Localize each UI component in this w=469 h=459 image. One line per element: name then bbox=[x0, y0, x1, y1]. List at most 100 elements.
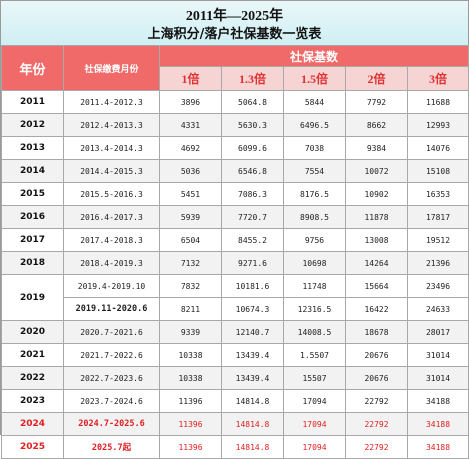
cell-base-value: 24633 bbox=[406, 297, 469, 321]
cell-base-value: 14076 bbox=[406, 136, 469, 160]
cell-base-value: 22792 bbox=[345, 389, 408, 413]
cell-base-value: 10338 bbox=[159, 366, 222, 390]
cell-year: 2024 bbox=[1, 412, 64, 436]
cell-base-value: 5939 bbox=[159, 205, 222, 229]
cell-base-value: 6504 bbox=[159, 228, 222, 252]
cell-base-value: 14814.8 bbox=[221, 435, 284, 459]
cell-base-value: 28017 bbox=[406, 320, 469, 344]
cell-year: 2011 bbox=[1, 90, 64, 114]
cell-base-value: 7038 bbox=[283, 136, 346, 160]
cell-base-value: 17094 bbox=[283, 389, 346, 413]
cell-base-value: 7132 bbox=[159, 251, 222, 275]
social-security-base-table: 年份 社保缴费月份 社保基数 1倍 1.3倍 1.5倍 2倍 3倍 2011 20… bbox=[1, 45, 469, 459]
cell-year: 2022 bbox=[1, 366, 64, 390]
cell-base-value: 18678 bbox=[345, 320, 408, 344]
cell-base-value: 13008 bbox=[345, 228, 408, 252]
table-row: 2019 2019.4-2019.10 7832 10181.6 11748 15664 2… bbox=[1, 274, 469, 321]
cell-base-value: 4692 bbox=[159, 136, 222, 160]
cell-year: 2018 bbox=[1, 251, 64, 275]
cell-period: 2011.4-2012.3 bbox=[63, 90, 160, 114]
cell-base-value: 34188 bbox=[406, 412, 469, 436]
cell-base-value: 10072 bbox=[345, 159, 408, 183]
table-row: 2024 2024.7-2025.6 11396 14814.8 17094 22792 3… bbox=[1, 412, 469, 436]
table-row: 2012 2012.4-2013.3 4331 5630.3 6496.5 8662 129… bbox=[1, 113, 469, 137]
cell-base-value: 14814.8 bbox=[221, 389, 284, 413]
header-multiplier-1.5x: 1.5倍 bbox=[283, 66, 346, 91]
cell-base-value: 11878 bbox=[345, 205, 408, 229]
cell-base-value: 22792 bbox=[345, 435, 408, 459]
header-multiplier-1x: 1倍 bbox=[159, 66, 222, 91]
cell-base-value: 22792 bbox=[345, 412, 408, 436]
cell-base-value: 9339 bbox=[159, 320, 222, 344]
cell-base-value: 14008.5 bbox=[283, 320, 346, 344]
cell-period: 2014.4-2015.3 bbox=[63, 159, 160, 183]
table-row: 2011 2011.4-2012.3 3896 5064.8 5844 7792 11688 bbox=[1, 90, 469, 114]
cell-base-value: 7086.3 bbox=[221, 182, 284, 206]
cell-base-value: 8908.5 bbox=[283, 205, 346, 229]
cell-base-value: 31014 bbox=[406, 343, 469, 367]
table-row: 2018 2018.4-2019.3 7132 9271.6 10698 14264 213… bbox=[1, 251, 469, 275]
cell-base-value: 10338 bbox=[159, 343, 222, 367]
cell-base-value: 11396 bbox=[159, 435, 222, 459]
cell-period: 2019.11-2020.6 bbox=[63, 297, 160, 321]
cell-year: 2016 bbox=[1, 205, 64, 229]
cell-base-value: 7832 bbox=[159, 274, 222, 298]
cell-year: 2012 bbox=[1, 113, 64, 137]
cell-base-value: 11748 bbox=[283, 274, 346, 298]
cell-base-value: 13439.4 bbox=[221, 343, 284, 367]
cell-base-value: 17094 bbox=[283, 412, 346, 436]
cell-period: 2025.7起 bbox=[63, 435, 160, 459]
header-multiplier-1.3x: 1.3倍 bbox=[221, 66, 284, 91]
cell-base-value: 11688 bbox=[406, 90, 469, 114]
table-body: 2011 2011.4-2012.3 3896 5064.8 5844 7792 11688… bbox=[1, 90, 469, 459]
cell-base-value: 6546.8 bbox=[221, 159, 284, 183]
table-row: 2025 2025.7起 11396 14814.8 17094 22792 34188 bbox=[1, 435, 469, 459]
cell-year: 2013 bbox=[1, 136, 64, 160]
cell-year: 2021 bbox=[1, 343, 64, 367]
cell-base-value: 14264 bbox=[345, 251, 408, 275]
cell-period: 2013.4-2014.3 bbox=[63, 136, 160, 160]
title-main: 上海积分/落户社保基数一览表 bbox=[147, 27, 322, 42]
cell-base-value: 14814.8 bbox=[221, 412, 284, 436]
table-row: 2015 2015.5-2016.3 5451 7086.3 8176.5 10902 16… bbox=[1, 182, 469, 206]
header-multiplier-2x: 2倍 bbox=[345, 66, 408, 91]
cell-base-value: 11396 bbox=[159, 389, 222, 413]
cell-base-value: 20676 bbox=[345, 366, 408, 390]
cell-base-value: 8211 bbox=[159, 297, 222, 321]
cell-period: 2019.4-2019.10 bbox=[63, 274, 160, 298]
cell-base-value: 7554 bbox=[283, 159, 346, 183]
cell-base-value: 11396 bbox=[159, 412, 222, 436]
table-row: 2016 2016.4-2017.3 5939 7720.7 8908.5 11878 17… bbox=[1, 205, 469, 229]
cell-base-value: 31014 bbox=[406, 366, 469, 390]
cell-period: 2017.4-2018.3 bbox=[63, 228, 160, 252]
cell-base-value: 10902 bbox=[345, 182, 408, 206]
cell-base-value: 8662 bbox=[345, 113, 408, 137]
table-row: 2022 2022.7-2023.6 10338 13439.4 15507 20676 3… bbox=[1, 366, 469, 390]
cell-year: 2017 bbox=[1, 228, 64, 252]
cell-base-value: 17094 bbox=[283, 435, 346, 459]
cell-period: 2023.7-2024.6 bbox=[63, 389, 160, 413]
table-row: 2019.11-2020.6 8211 10674.3 12316.5 16422 246… bbox=[2, 297, 469, 321]
cell-base-value: 9271.6 bbox=[221, 251, 284, 275]
table-row: 2013 2013.4-2014.3 4692 6099.6 7038 9384 14076 bbox=[1, 136, 469, 160]
title-years: 2011年—2025年 bbox=[185, 9, 284, 24]
table-row: 2023 2023.7-2024.6 11396 14814.8 17094 22792 3… bbox=[1, 389, 469, 413]
cell-base-value: 15108 bbox=[406, 159, 469, 183]
cell-year: 2019 bbox=[1, 274, 64, 321]
cell-year: 2023 bbox=[1, 389, 64, 413]
cell-period: 2015.5-2016.3 bbox=[63, 182, 160, 206]
cell-period: 2024.7-2025.6 bbox=[63, 412, 160, 436]
header-period: 社保缴费月份 bbox=[63, 45, 160, 91]
cell-base-value: 7720.7 bbox=[221, 205, 284, 229]
cell-base-value: 6099.6 bbox=[221, 136, 284, 160]
cell-base-value: 5036 bbox=[159, 159, 222, 183]
cell-base-value: 10181.6 bbox=[221, 274, 284, 298]
cell-base-value: 20676 bbox=[345, 343, 408, 367]
cell-base-value: 6496.5 bbox=[283, 113, 346, 137]
table-title-block: 2011年—2025年 上海积分/落户社保基数一览表 bbox=[1, 1, 468, 46]
cell-base-value: 9756 bbox=[283, 228, 346, 252]
table-row: 2014 2014.4-2015.3 5036 6546.8 7554 10072 1510… bbox=[1, 159, 469, 183]
cell-base-value: 21396 bbox=[406, 251, 469, 275]
cell-base-value: 12316.5 bbox=[283, 297, 346, 321]
